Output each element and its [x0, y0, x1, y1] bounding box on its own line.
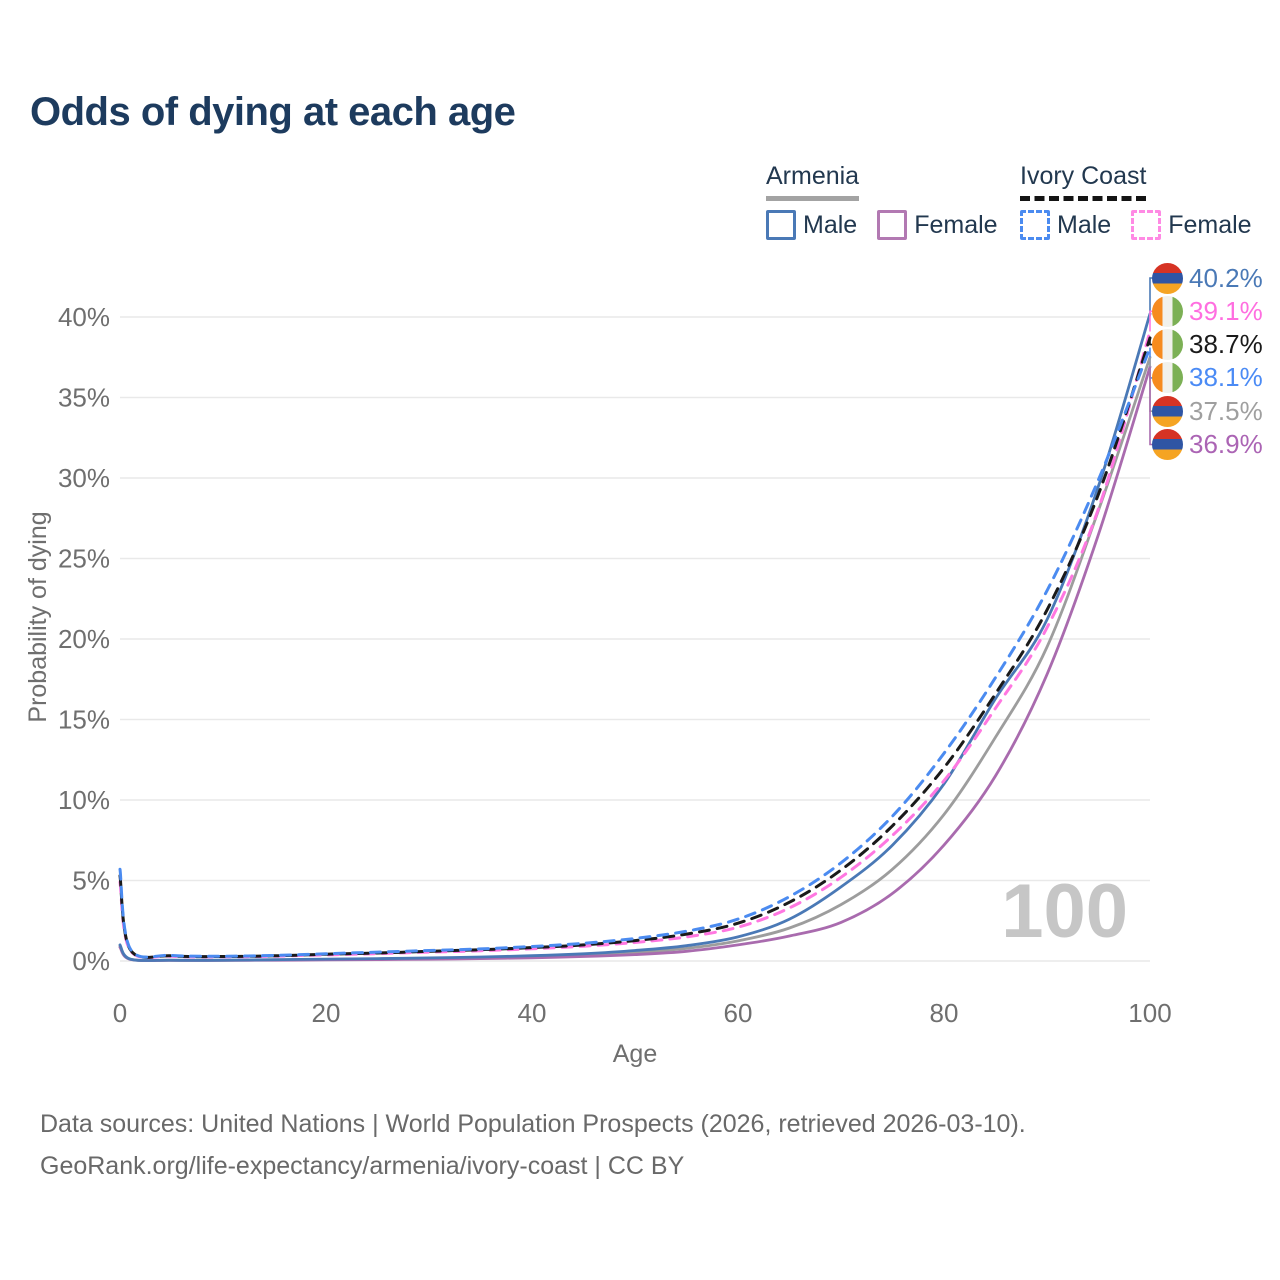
- footer-datasource: Data sources: United Nations | World Pop…: [40, 1110, 1026, 1138]
- y-tick-label: 35%: [58, 383, 110, 413]
- y-tick-label: 10%: [58, 785, 110, 815]
- series-line-ivory-coast-female: [118, 330, 1152, 960]
- armenia-flag-icon: [1152, 395, 1183, 427]
- end-label-value: 38.1%: [1189, 362, 1263, 393]
- footer-attribution: GeoRank.org/life-expectancy/armenia/ivor…: [40, 1152, 685, 1180]
- footer: Data sources: United Nations | World Pop…: [40, 1103, 1026, 1187]
- ivory-coast-flag-icon: [1152, 295, 1183, 327]
- y-tick-label: 5%: [72, 866, 110, 896]
- end-label-value: 36.9%: [1189, 429, 1263, 459]
- end-label-armenia-average: 37.5%: [1152, 395, 1263, 427]
- legend-item-label: Male: [803, 210, 858, 239]
- legend-checkbox[interactable]: [1131, 210, 1162, 240]
- end-label-value: 40.2%: [1189, 262, 1263, 293]
- legend-item-armenia-female[interactable]: Female: [877, 210, 998, 240]
- legend-group-ivory-coast: Ivory Coast Male Female: [1020, 162, 1252, 240]
- x-tick-label: 0: [113, 998, 127, 1028]
- legend-item-ivory-coast-female[interactable]: Female: [1131, 210, 1252, 240]
- y-axis-title: Probability of dying: [24, 511, 52, 722]
- x-axis-title: Age: [613, 1040, 657, 1068]
- y-tick-label: 40%: [58, 302, 110, 332]
- y-tick-label: 15%: [58, 705, 110, 735]
- age-watermark: 100: [1001, 869, 1128, 954]
- series-line-armenia-male: [118, 312, 1152, 962]
- legend-country-name: Ivory Coast: [1020, 162, 1147, 201]
- x-tick-label: 40: [518, 998, 547, 1028]
- end-label-ivory-coast-male: 38.1%: [1152, 362, 1263, 394]
- legend-item-label: Female: [914, 210, 998, 239]
- legend-item-armenia-male[interactable]: Male: [766, 210, 857, 240]
- end-label-value: 37.5%: [1189, 395, 1263, 426]
- x-tick-label: 20: [312, 998, 341, 1028]
- y-tick-label: 0%: [72, 946, 110, 976]
- x-tick-label: 100: [1128, 998, 1171, 1028]
- y-tick-label: 25%: [58, 544, 110, 574]
- legend-checkbox[interactable]: [877, 210, 908, 240]
- legend-item-label: Female: [1168, 210, 1252, 239]
- legend-group-armenia: Armenia Male Female: [766, 162, 998, 240]
- end-label-value: 38.7%: [1189, 329, 1263, 360]
- ivory-coast-flag-icon: [1152, 362, 1183, 394]
- y-tick-label: 30%: [58, 463, 110, 493]
- end-label-armenia-female: 36.9%: [1152, 429, 1263, 461]
- series-line-ivory-coast-male: [118, 346, 1152, 959]
- x-tick-label: 60: [724, 998, 753, 1028]
- chart-title: Odds of dying at each age: [30, 90, 516, 134]
- legend-checkbox[interactable]: [766, 210, 796, 240]
- y-tick-label: 20%: [58, 624, 110, 654]
- end-label-value: 39.1%: [1189, 295, 1263, 326]
- end-label-armenia-male: 40.2%: [1152, 262, 1263, 294]
- legend-checkbox[interactable]: [1020, 210, 1050, 240]
- armenia-flag-icon: [1152, 262, 1183, 294]
- legend-country-name: Armenia: [766, 162, 860, 201]
- end-label-ivory-coast-female: 39.1%: [1152, 295, 1263, 327]
- series-line-ivory-coast-average: [118, 336, 1152, 959]
- legend-item-ivory-coast-male[interactable]: Male: [1020, 210, 1111, 240]
- end-label-ivory-coast-average: 38.7%: [1152, 329, 1263, 361]
- x-tick-label: 80: [930, 998, 959, 1028]
- armenia-flag-icon: [1152, 429, 1183, 460]
- legend-item-label: Male: [1057, 210, 1112, 239]
- ivory-coast-flag-icon: [1152, 329, 1183, 361]
